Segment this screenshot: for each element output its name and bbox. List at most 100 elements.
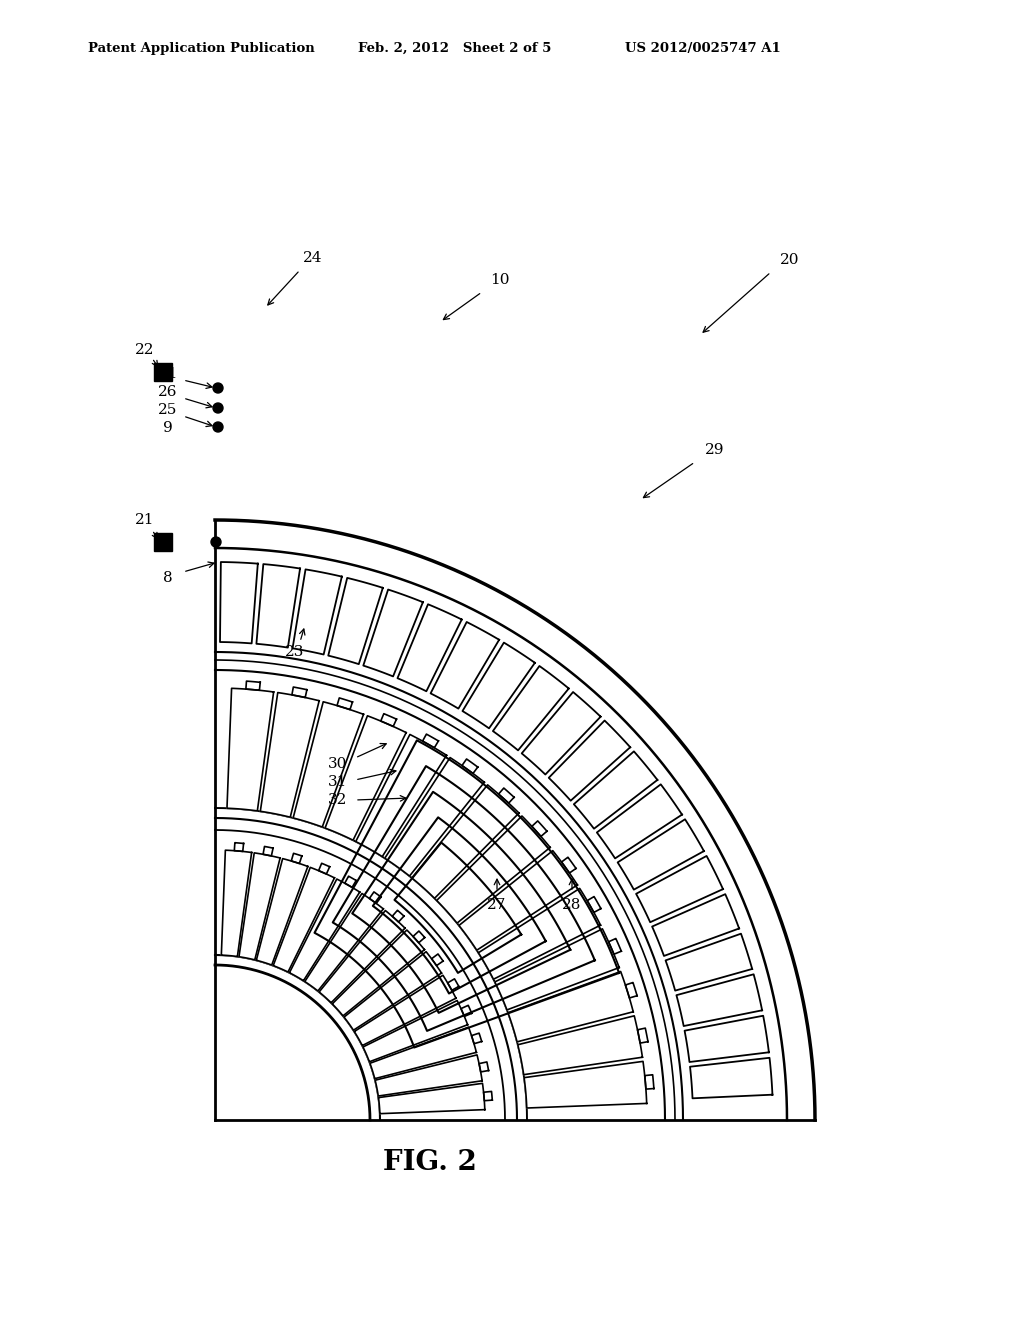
Polygon shape	[645, 1074, 654, 1089]
Polygon shape	[385, 758, 484, 876]
Polygon shape	[597, 784, 682, 858]
Polygon shape	[431, 954, 443, 966]
Polygon shape	[423, 734, 438, 748]
Polygon shape	[293, 702, 364, 828]
Polygon shape	[256, 858, 308, 965]
Bar	[154, 533, 172, 550]
Text: 25: 25	[159, 403, 178, 417]
Text: 22: 22	[135, 343, 155, 356]
Polygon shape	[685, 1016, 769, 1063]
Text: 27: 27	[487, 898, 507, 912]
Circle shape	[213, 403, 223, 413]
Text: 32: 32	[329, 793, 348, 807]
Polygon shape	[290, 879, 359, 981]
Polygon shape	[344, 952, 441, 1030]
Circle shape	[213, 383, 223, 393]
Polygon shape	[325, 715, 407, 841]
Polygon shape	[461, 1006, 472, 1016]
Polygon shape	[531, 821, 547, 837]
Polygon shape	[495, 929, 620, 1010]
Polygon shape	[521, 692, 601, 775]
Polygon shape	[677, 974, 762, 1026]
Polygon shape	[549, 721, 630, 801]
Polygon shape	[508, 972, 633, 1041]
Text: 10: 10	[490, 273, 510, 286]
Polygon shape	[499, 788, 514, 803]
Polygon shape	[260, 693, 319, 817]
Polygon shape	[447, 979, 459, 990]
Polygon shape	[471, 1034, 481, 1044]
Text: 9: 9	[163, 421, 173, 436]
Text: Patent Application Publication: Patent Application Publication	[88, 42, 314, 55]
Polygon shape	[370, 892, 381, 903]
Polygon shape	[375, 1055, 482, 1096]
Polygon shape	[518, 1016, 642, 1074]
Polygon shape	[638, 1028, 648, 1043]
Text: 29: 29	[706, 444, 725, 457]
Polygon shape	[246, 681, 260, 690]
Polygon shape	[318, 863, 330, 874]
Polygon shape	[463, 643, 535, 729]
Polygon shape	[381, 714, 396, 726]
Text: 21: 21	[135, 513, 155, 527]
Polygon shape	[370, 1027, 476, 1078]
Text: 28: 28	[562, 898, 582, 912]
Polygon shape	[305, 894, 383, 991]
Polygon shape	[364, 590, 423, 676]
Circle shape	[213, 422, 223, 432]
Polygon shape	[319, 911, 406, 1003]
Polygon shape	[608, 939, 622, 954]
Polygon shape	[292, 686, 307, 697]
Circle shape	[211, 537, 221, 546]
Polygon shape	[666, 933, 753, 990]
Polygon shape	[617, 820, 703, 890]
Text: 23: 23	[286, 645, 305, 659]
Polygon shape	[636, 855, 723, 923]
Polygon shape	[493, 667, 568, 750]
Polygon shape	[573, 751, 657, 829]
Polygon shape	[354, 975, 456, 1045]
Text: 20: 20	[780, 253, 800, 267]
Polygon shape	[329, 578, 383, 664]
Polygon shape	[652, 894, 739, 956]
Polygon shape	[227, 688, 273, 810]
Text: 24: 24	[303, 251, 323, 265]
Text: US 2012/0025747 A1: US 2012/0025747 A1	[625, 42, 780, 55]
Polygon shape	[587, 896, 601, 912]
Text: 26: 26	[159, 385, 178, 399]
Polygon shape	[690, 1057, 772, 1098]
Polygon shape	[362, 1001, 468, 1061]
Text: 11: 11	[159, 367, 178, 381]
Polygon shape	[626, 982, 637, 998]
Polygon shape	[234, 842, 244, 851]
Polygon shape	[483, 1092, 493, 1101]
Polygon shape	[397, 605, 462, 692]
Polygon shape	[332, 931, 425, 1016]
Polygon shape	[337, 698, 352, 710]
Polygon shape	[462, 759, 478, 774]
Polygon shape	[459, 850, 578, 950]
Polygon shape	[431, 622, 499, 709]
Polygon shape	[256, 564, 300, 648]
Polygon shape	[436, 816, 550, 923]
Polygon shape	[379, 1084, 484, 1114]
Polygon shape	[392, 911, 403, 921]
Text: 31: 31	[329, 775, 348, 789]
Polygon shape	[220, 562, 258, 643]
Text: 8: 8	[163, 572, 173, 585]
Polygon shape	[263, 846, 273, 855]
Polygon shape	[239, 853, 281, 960]
Polygon shape	[345, 876, 356, 887]
Polygon shape	[412, 785, 519, 899]
Polygon shape	[291, 853, 302, 863]
Text: Feb. 2, 2012   Sheet 2 of 5: Feb. 2, 2012 Sheet 2 of 5	[358, 42, 551, 55]
Polygon shape	[273, 867, 335, 972]
Text: FIG. 2: FIG. 2	[383, 1148, 477, 1176]
Polygon shape	[479, 1063, 488, 1072]
Polygon shape	[478, 888, 600, 979]
Polygon shape	[293, 569, 342, 655]
Polygon shape	[524, 1061, 647, 1107]
Polygon shape	[355, 734, 446, 857]
Bar	[154, 363, 172, 381]
Polygon shape	[221, 850, 252, 957]
